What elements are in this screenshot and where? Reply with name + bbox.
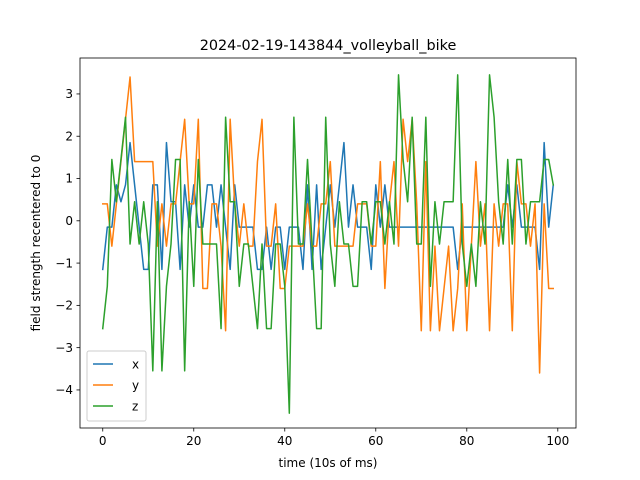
legend-box [86,350,147,422]
x-axis: 0 20 40 60 80 100 [99,428,569,448]
y-tick-label: 1 [65,172,73,186]
x-tick-label: 20 [186,434,201,448]
chart-title: 2024-02-19-143844_volleyball_bike [200,38,457,54]
y-axis: −4 −3 −2 −1 0 1 2 3 [55,87,80,397]
x-tick-label: 100 [546,434,569,448]
y-tick-label: −3 [55,341,73,355]
series-line-z [101,74,555,414]
y-tick-label: 0 [65,214,73,228]
series-line-x [101,141,555,271]
plot-frame [79,57,577,429]
plot-area [80,58,576,428]
x-tick-label: 60 [368,434,383,448]
x-axis-label: time (10s of ms) [279,456,378,470]
y-tick-label: 3 [65,87,73,101]
y-axis-label: field strength recentered to 0 [29,155,43,332]
x-tick-label: 80 [459,434,474,448]
y-tick-label: −2 [55,299,73,313]
x-tick-label: 40 [277,434,292,448]
y-tick-label: −4 [55,383,73,397]
legend-label-x: x [132,357,139,371]
y-tick-label: 2 [65,129,73,143]
legend-label-z: z [132,399,138,413]
legend: xyz [86,350,147,422]
x-tick-label: 0 [99,434,107,448]
y-tick-label: −1 [55,256,73,270]
legend-label-y: y [132,378,139,392]
series-layer [101,74,555,414]
